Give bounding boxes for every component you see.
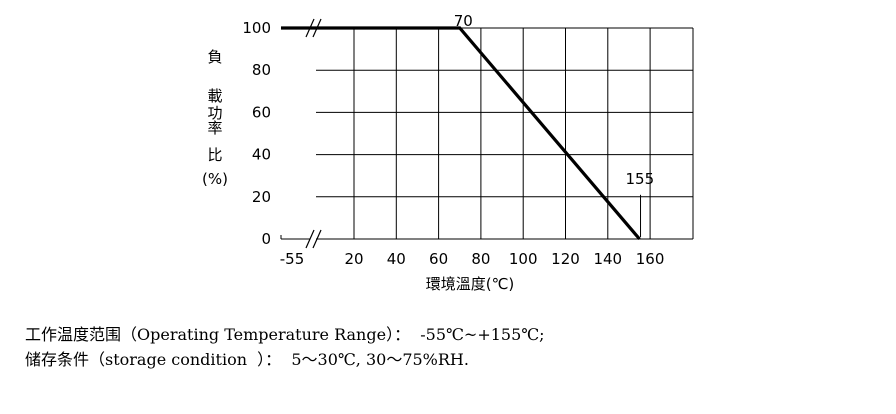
y-tick-label: 80 xyxy=(252,61,271,79)
annotation-label: 70 xyxy=(454,12,473,30)
temperature-notes: 工作温度范围（Operating Temperature Range）： -55… xyxy=(25,322,545,372)
y-tick-label: 40 xyxy=(252,146,271,164)
x-tick-label: 40 xyxy=(387,250,406,268)
annotation-label: 155 xyxy=(626,170,655,188)
x-tick-label: -55 xyxy=(280,250,305,268)
y-axis-label-char: 比 xyxy=(207,146,222,164)
y-tick-label: 60 xyxy=(252,103,271,121)
y-axis-label-char: 率 xyxy=(207,119,222,137)
axis-break-markers xyxy=(305,18,322,249)
x-axis-label: 環境溫度(℃) xyxy=(426,275,515,293)
x-tick-label: 80 xyxy=(471,250,490,268)
x-tick-label: 160 xyxy=(636,250,665,268)
derating-curve xyxy=(281,26,641,241)
x-tick-label: 100 xyxy=(509,250,538,268)
operating-temperature-range: 工作温度范围（Operating Temperature Range）： -55… xyxy=(25,325,545,344)
y-tick-label: 100 xyxy=(242,19,271,37)
y-axis-label-char: 負 xyxy=(207,48,222,66)
chart-series xyxy=(280,26,641,241)
x-tick-label: 60 xyxy=(429,250,448,268)
storage-condition: 储存条件（storage condition ）： 5～30℃, 30～75%R… xyxy=(25,350,469,369)
y-tick-label: 20 xyxy=(252,188,271,206)
y-tick-labels: 100 80 60 40 20 0 xyxy=(242,19,271,248)
chart-annotations: 70 155 xyxy=(454,12,654,237)
x-tick-labels: -55 20 40 60 80 100 120 140 160 xyxy=(280,250,665,268)
axis-break-mark xyxy=(305,229,315,249)
y-axis-label-char: (%) xyxy=(202,170,228,188)
x-tick-label: 20 xyxy=(344,250,363,268)
x-tick-label: 140 xyxy=(593,250,622,268)
x-tick-label: 120 xyxy=(551,250,580,268)
y-axis-label-char: 功 xyxy=(207,104,222,122)
y-axis-label-char: 載 xyxy=(207,87,222,105)
derating-chart: 100 80 60 40 20 0 -55 20 40 60 80 100 120 140 160 負載功… xyxy=(202,12,694,293)
axis-break-mark xyxy=(312,229,322,249)
y-tick-label: 0 xyxy=(261,230,271,248)
